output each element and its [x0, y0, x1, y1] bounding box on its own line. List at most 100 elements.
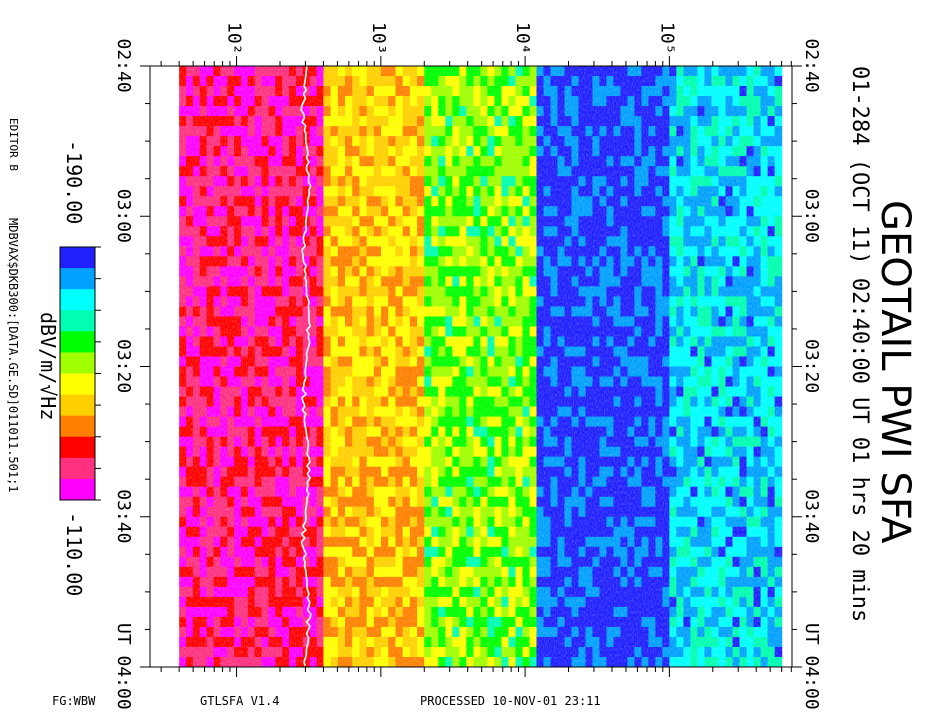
heatmap-cell: [718, 216, 727, 227]
heatmap-cell: [473, 426, 481, 438]
heatmap-cell: [381, 496, 389, 508]
heatmap-cell: [409, 236, 418, 247]
heatmap-cell: [352, 416, 361, 428]
heatmap-cell: [494, 116, 503, 127]
heatmap-cell: [634, 456, 643, 468]
heatmap-cell: [352, 556, 361, 568]
heatmap-cell: [515, 566, 524, 578]
heatmap-cell: [373, 336, 382, 348]
heatmap-cell: [254, 316, 263, 328]
heatmap-cell: [578, 536, 587, 548]
heatmap-cell: [641, 616, 649, 628]
heatmap-cell: [275, 426, 283, 438]
heatmap-cell: [711, 396, 720, 408]
heatmap-cell: [522, 546, 531, 558]
heatmap-cell: [388, 376, 397, 388]
heatmap-cell: [599, 326, 608, 338]
heatmap-cell: [690, 116, 699, 127]
heatmap-cell: [459, 276, 467, 287]
heatmap-cell: [424, 116, 432, 127]
heatmap-cell: [395, 166, 404, 177]
heatmap-cell: [683, 426, 692, 438]
heatmap-cell: [452, 66, 460, 77]
heatmap-cell: [261, 266, 270, 277]
heatmap-cell: [302, 486, 311, 498]
heatmap-cell: [543, 76, 552, 87]
heatmap-cell: [247, 246, 256, 257]
heatmap-cell: [627, 506, 636, 518]
heatmap-cell: [536, 156, 545, 167]
heatmap-cell: [459, 66, 467, 77]
heatmap-cell: [557, 596, 566, 608]
heatmap-cell: [662, 546, 670, 558]
heatmap-cell: [359, 646, 368, 658]
heatmap-cell: [662, 436, 670, 448]
heatmap-cell: [697, 166, 706, 177]
heatmap-cell: [234, 346, 242, 358]
heatmap-cell: [366, 646, 375, 658]
heatmap-cell: [282, 416, 290, 428]
heatmap-cell: [282, 426, 290, 438]
heatmap-cell: [676, 546, 685, 558]
heatmap-cell: [746, 216, 755, 227]
heatmap-cell: [487, 476, 496, 488]
heatmap-cell: [192, 336, 201, 348]
heatmap-cell: [359, 66, 368, 77]
heatmap-cell: [295, 226, 304, 237]
heatmap-cell: [725, 646, 734, 658]
heatmap-cell: [402, 336, 411, 348]
heatmap-cell: [309, 626, 318, 638]
heatmap-cell: [557, 246, 566, 257]
heatmap-cell: [213, 506, 221, 518]
heatmap-cell: [606, 76, 615, 87]
heatmap-cell: [213, 236, 221, 247]
heatmap-cell: [345, 256, 353, 267]
heatmap-cell: [753, 126, 762, 137]
heatmap-cell: [409, 196, 418, 207]
heatmap-cell: [179, 486, 187, 498]
heatmap-cell: [613, 66, 622, 77]
heatmap-cell: [620, 346, 629, 358]
heatmap-cell: [557, 546, 566, 558]
heatmap-cell: [690, 216, 699, 227]
heatmap-cell: [725, 136, 734, 147]
heatmap-cell: [669, 356, 677, 368]
heatmap-cell: [557, 326, 566, 338]
heatmap-cell: [683, 156, 692, 167]
heatmap-cell: [564, 406, 573, 418]
heatmap-cell: [760, 106, 769, 117]
heatmap-cell: [309, 606, 318, 618]
heatmap-cell: [381, 166, 389, 177]
heatmap-cell: [254, 616, 263, 628]
heatmap-cell: [543, 536, 552, 548]
heatmap-cell: [480, 186, 489, 197]
heatmap-cell: [578, 626, 587, 638]
heatmap-cell: [213, 356, 221, 368]
heatmap-cell: [323, 576, 332, 588]
heatmap-cell: [676, 176, 685, 187]
heatmap-cell: [648, 396, 656, 408]
heatmap-cell: [662, 636, 670, 648]
heatmap-cell: [424, 436, 432, 448]
heatmap-cell: [289, 466, 297, 478]
heatmap-cell: [515, 326, 524, 338]
heatmap-cell: [487, 276, 496, 287]
heatmap-cell: [381, 366, 389, 378]
heatmap-cell: [550, 386, 559, 398]
heatmap-cell: [571, 556, 580, 568]
heatmap-cell: [227, 536, 235, 548]
heatmap-cell: [261, 86, 270, 97]
heatmap-cell: [359, 446, 368, 458]
heatmap-cell: [571, 146, 580, 157]
heatmap-cell: [578, 96, 587, 107]
heatmap-cell: [438, 246, 446, 257]
heatmap-cell: [359, 316, 368, 328]
heatmap-cell: [445, 436, 453, 448]
heatmap-cell: [373, 176, 382, 187]
heatmap-cell: [445, 216, 453, 227]
heatmap-cell: [337, 386, 346, 398]
heatmap-cell: [438, 566, 446, 578]
heatmap-cell: [424, 346, 432, 358]
heatmap-cell: [316, 166, 325, 177]
heatmap-cell: [316, 86, 325, 97]
